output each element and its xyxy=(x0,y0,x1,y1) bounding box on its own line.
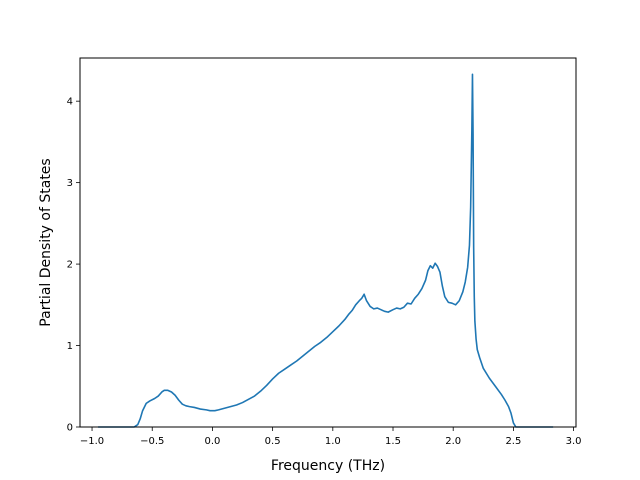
y-tick-label: 0 xyxy=(67,423,73,434)
y-tick-label: 3 xyxy=(67,178,73,189)
y-tick-label: 4 xyxy=(67,97,73,108)
x-tick-label: −1.0 xyxy=(80,436,104,447)
axes-frame xyxy=(79,57,577,428)
x-tick-label: −0.5 xyxy=(140,436,164,447)
y-tick-label: 1 xyxy=(67,341,73,352)
y-tick-label: 2 xyxy=(67,260,73,271)
x-axis: −1.0 −0.5 0.0 0.5 1.0 1.5 2.0 2.5 3.0 xyxy=(80,427,582,447)
x-tick-label: 2.0 xyxy=(445,436,461,447)
x-tick-label: 2.5 xyxy=(505,436,521,447)
x-tick-label: 1.5 xyxy=(385,436,401,447)
x-tick-label: 0.0 xyxy=(204,436,220,447)
x-tick-label: 1.0 xyxy=(325,436,341,447)
x-tick-label: 0.5 xyxy=(265,436,281,447)
y-axis: 0 1 2 3 4 xyxy=(67,97,80,434)
y-axis-title: Partial Density of States xyxy=(38,158,54,326)
plot-area xyxy=(98,73,554,428)
series-line-0 xyxy=(98,73,554,428)
x-tick-label: 3.0 xyxy=(566,436,582,447)
x-axis-title: Frequency (THz) xyxy=(271,458,385,474)
